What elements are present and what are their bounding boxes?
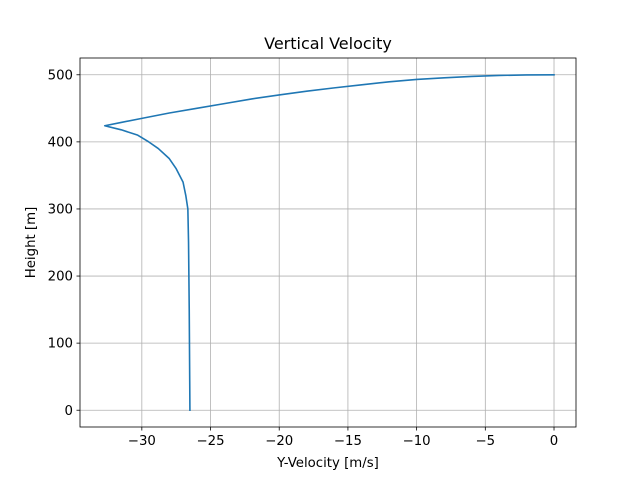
y-ticks: 0 100 200 300 400 500 [48,68,80,419]
x-tick: −20 [265,427,293,449]
y-tick: 300 [48,203,80,218]
y-tick: 400 [48,135,80,150]
y-tick: 500 [48,68,80,83]
x-tick: −5 [476,427,496,449]
grid-lines [80,58,576,427]
y-tick-label: 100 [48,337,73,352]
y-tick: 0 [65,404,80,419]
y-tick-label: 200 [48,270,73,285]
x-tick: 0 [550,427,558,449]
x-tick: −25 [196,427,225,449]
series-layer [103,73,555,412]
x-ticks: −30 −25 −20 −15 −10 −5 0 [128,427,558,449]
x-tick: −15 [334,427,362,449]
x-tick-label: −30 [128,434,156,449]
y-tick-label: 0 [65,404,73,419]
x-tick-label: 0 [550,434,558,449]
y-axis-label: Height [m] [24,207,39,279]
x-axis-label: Y-Velocity [m/s] [276,456,379,471]
y-tick: 200 [48,270,80,285]
x-tick-label: −25 [196,434,224,449]
plot-frame [79,57,577,428]
y-tick-label: 300 [48,203,73,218]
x-tick-label: −10 [403,434,431,449]
x-tick-label: −20 [265,434,293,449]
y-tick-label: 500 [48,68,73,83]
x-tick-label: −5 [476,434,496,449]
x-tick: −10 [403,427,431,449]
chart-title: Vertical Velocity [264,34,392,53]
y-tick-label: 400 [48,135,73,150]
series-line-0 [103,73,555,412]
x-tick: −30 [128,427,156,449]
y-tick: 100 [48,337,80,352]
x-tick-label: −15 [334,434,362,449]
